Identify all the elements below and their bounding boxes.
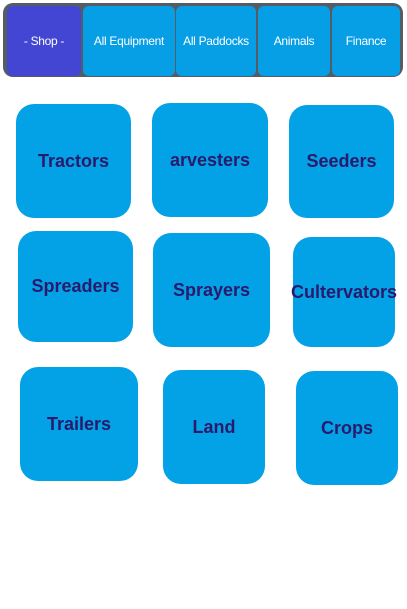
tab-label: Animals [273, 34, 315, 48]
category-sprayers-button[interactable]: Sprayers [153, 233, 270, 347]
category-harvesters-button[interactable]: arvesters [152, 103, 268, 217]
tab-bar: - Shop - All Equipment All Paddocks Anim… [3, 3, 403, 77]
tab-label: - Shop - [23, 34, 65, 48]
tab-label: All Equipment [93, 34, 165, 48]
tab-label: All Paddocks [183, 34, 249, 48]
category-spreaders-button[interactable]: Spreaders [18, 231, 133, 342]
category-trailers-button[interactable]: Trailers [20, 367, 138, 481]
category-label: Crops [320, 417, 373, 438]
category-tractors-button[interactable]: Tractors [16, 104, 131, 218]
category-label: arvesters [169, 149, 251, 170]
category-crops-button[interactable]: Crops [296, 371, 398, 485]
category-label: Spreaders [31, 276, 120, 296]
category-land-button[interactable]: Land [163, 370, 265, 484]
category-label: Cultervators [290, 281, 398, 302]
category-cultervators-button[interactable]: Cultervators [290, 237, 398, 347]
category-label: Land [192, 416, 236, 437]
tab-all-equipment[interactable]: All Equipment [83, 6, 175, 76]
category-label: Trailers [46, 413, 112, 434]
tab-finance[interactable]: Finance [332, 6, 400, 76]
category-seeders-button[interactable]: Seeders [289, 105, 394, 218]
tab-shop[interactable]: - Shop - [7, 6, 81, 76]
category-label: Tractors [37, 150, 110, 171]
tab-label: Finance [345, 34, 387, 48]
category-label: Seeders [306, 151, 377, 171]
tab-all-paddocks[interactable]: All Paddocks [176, 6, 256, 76]
tab-animals[interactable]: Animals [258, 6, 330, 76]
category-label: Sprayers [172, 279, 251, 300]
